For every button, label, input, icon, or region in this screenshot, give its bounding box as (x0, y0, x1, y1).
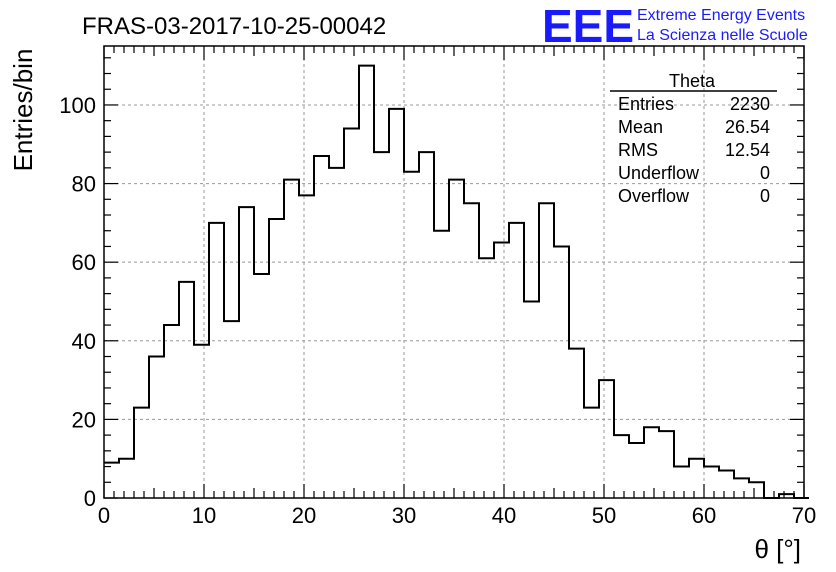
logo-mark: EEE (542, 0, 634, 52)
axis-ticks (103, 46, 805, 499)
stats-row-value: 2230 (730, 94, 770, 114)
y-tick-label: 40 (72, 329, 96, 354)
stats-row-label: Underflow (618, 163, 700, 183)
y-tick-label: 100 (59, 93, 96, 118)
stats-rows: Entries 2230 Mean 26.54 RMS 12.54 Underflow 0 Ov… (618, 94, 770, 206)
axis-tick-labels: 0 10 20 30 40 50 60 70 0 20 40 60 80 100 (59, 93, 816, 528)
y-tick-label: 0 (84, 486, 96, 511)
x-tick-label: 70 (792, 503, 816, 528)
y-tick-label: 20 (72, 407, 96, 432)
x-axis-label: θ [°] (754, 534, 801, 564)
stats-row-label: Mean (618, 117, 663, 137)
y-tick-label: 60 (72, 250, 96, 275)
chart-title: FRAS-03-2017-10-25-00042 (82, 13, 386, 40)
stats-row-label: Entries (618, 94, 674, 114)
stats-row-value: 0 (760, 163, 770, 183)
stats-row-value: 12.54 (725, 140, 770, 160)
logo-line-2: La Scienza nelle Scuole (637, 27, 808, 44)
stats-box: Theta Entries 2230 Mean 26.54 RMS 12.54 Underf… (610, 71, 777, 206)
x-tick-label: 20 (292, 503, 316, 528)
x-tick-label: 50 (592, 503, 616, 528)
x-tick-label: 60 (692, 503, 716, 528)
histogram-outline (104, 64, 809, 499)
grid-lines (104, 46, 804, 498)
y-tick-label: 80 (72, 172, 96, 197)
stats-row-label: RMS (618, 140, 658, 160)
stats-row-value: 0 (760, 186, 770, 206)
stats-row-label: Overflow (618, 186, 690, 206)
stats-row-value: 26.54 (725, 117, 770, 137)
y-axis-label: Entries/bin (8, 49, 38, 172)
x-tick-label: 10 (192, 503, 216, 528)
x-tick-label: 40 (492, 503, 516, 528)
eee-logo: EEE Extreme Energy Events La Scienza nel… (542, 0, 808, 52)
x-tick-label: 0 (98, 503, 110, 528)
logo-line-1: Extreme Energy Events (637, 7, 805, 24)
stats-title: Theta (669, 71, 716, 91)
x-tick-label: 30 (392, 503, 416, 528)
